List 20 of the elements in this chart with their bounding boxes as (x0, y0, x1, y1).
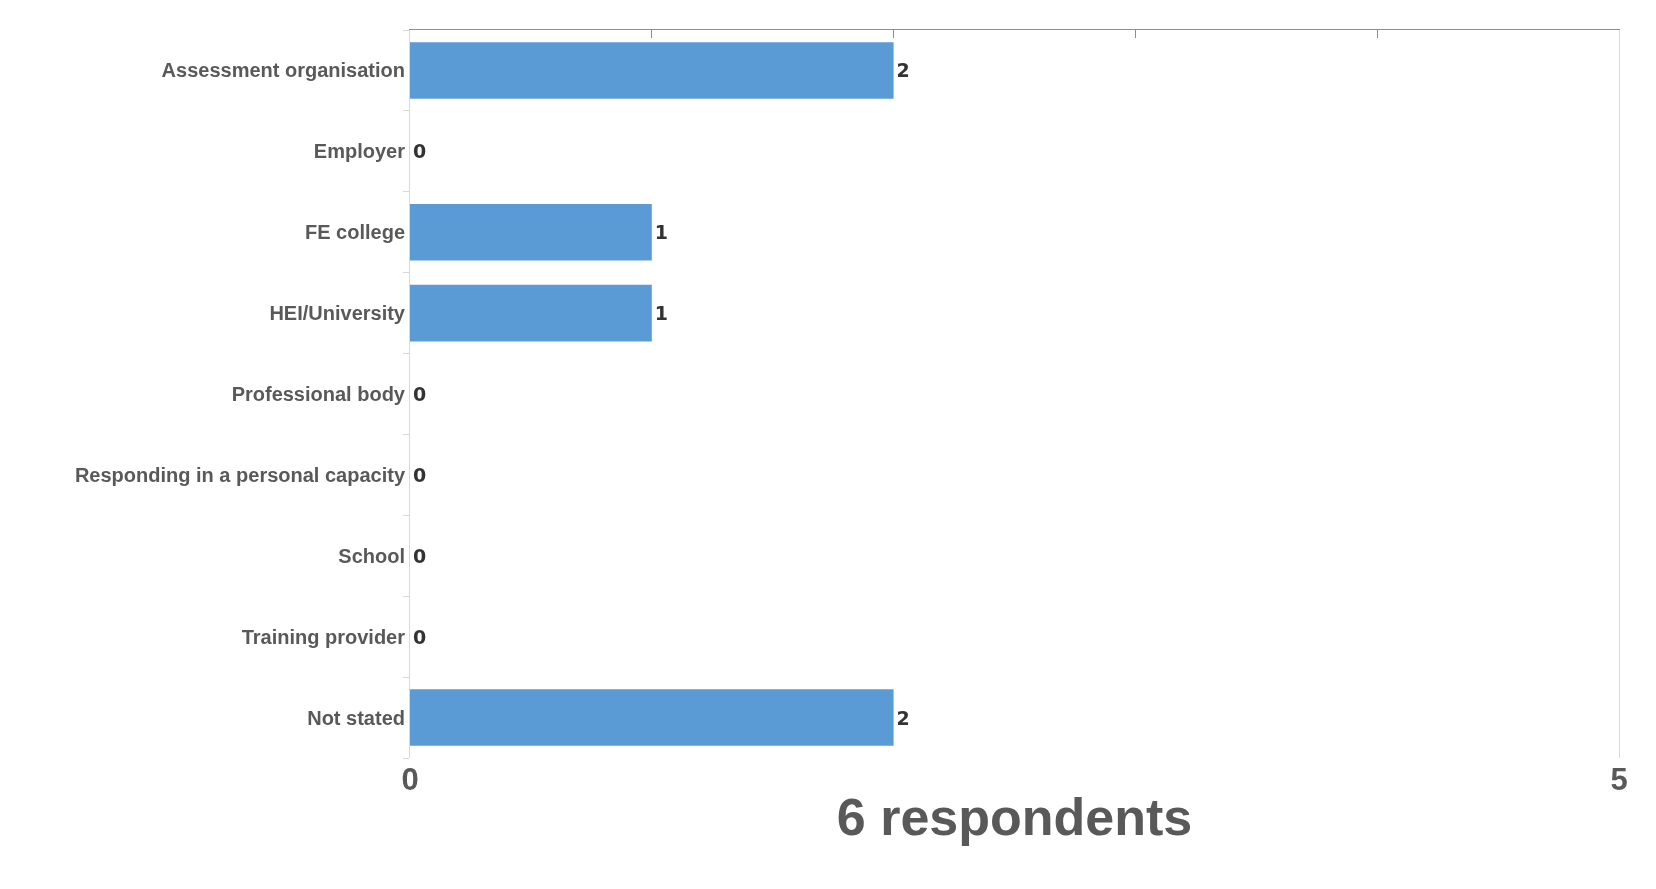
y-tick-label: FE college (304, 221, 405, 244)
y-tick-label: Responding in a personal capacity (74, 463, 406, 486)
data-label: 2 (896, 59, 910, 82)
y-tick-label: Training provider (241, 625, 406, 648)
data-label: 0 (413, 383, 427, 405)
y-tick-label: Not stated (307, 706, 405, 729)
x-axis-title: 6 respondents (836, 787, 1193, 846)
data-label: 0 (413, 625, 427, 648)
y-tick-label: HEI/University (269, 302, 406, 325)
data-label: 1 (654, 221, 669, 244)
data-label: 0 (413, 544, 427, 567)
data-label: 0 (413, 140, 427, 163)
y-tick-label: Employer (313, 140, 406, 163)
y-tick-label: Professional body (231, 383, 406, 405)
data-label: 2 (896, 706, 910, 729)
data-label: 0 (413, 463, 427, 486)
y-tick-label: Assessment organisation (161, 59, 405, 82)
y-tick-label: School (338, 544, 405, 567)
x-tick-label: 5 (1610, 762, 1628, 797)
data-label: 1 (654, 302, 669, 325)
